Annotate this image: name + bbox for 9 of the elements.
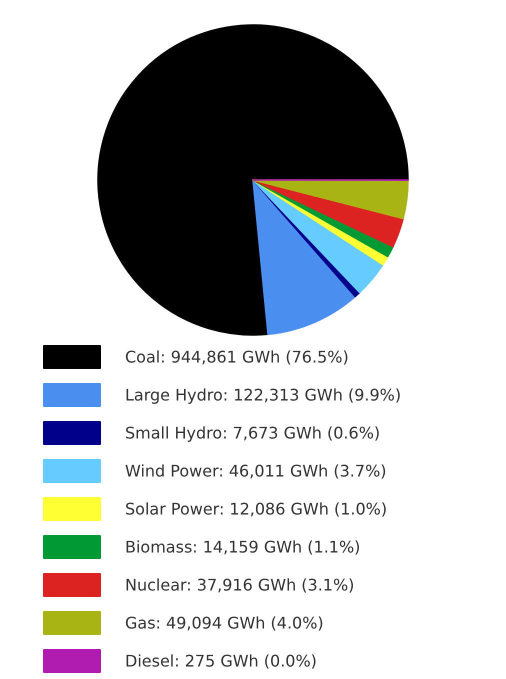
- legend-label: Solar Power: 12,086 GWh (1.0%): [125, 500, 388, 518]
- legend-label: Large Hydro: 122,313 GWh (9.9%): [125, 386, 402, 404]
- legend-label: Gas: 49,094 GWh (4.0%): [125, 614, 324, 632]
- legend-label: Biomass: 14,159 GWh (1.1%): [125, 538, 360, 556]
- legend-label: Nuclear: 37,916 GWh (3.1%): [125, 576, 354, 594]
- legend-label: Coal: 944,861 GWh (76.5%): [125, 348, 349, 366]
- legend-label: Small Hydro: 7,673 GWh (0.6%): [125, 424, 380, 442]
- legend-label: Diesel: 275 GWh (0.0%): [125, 652, 317, 670]
- legend-label: Wind Power: 46,011 GWh (3.7%): [125, 462, 387, 480]
